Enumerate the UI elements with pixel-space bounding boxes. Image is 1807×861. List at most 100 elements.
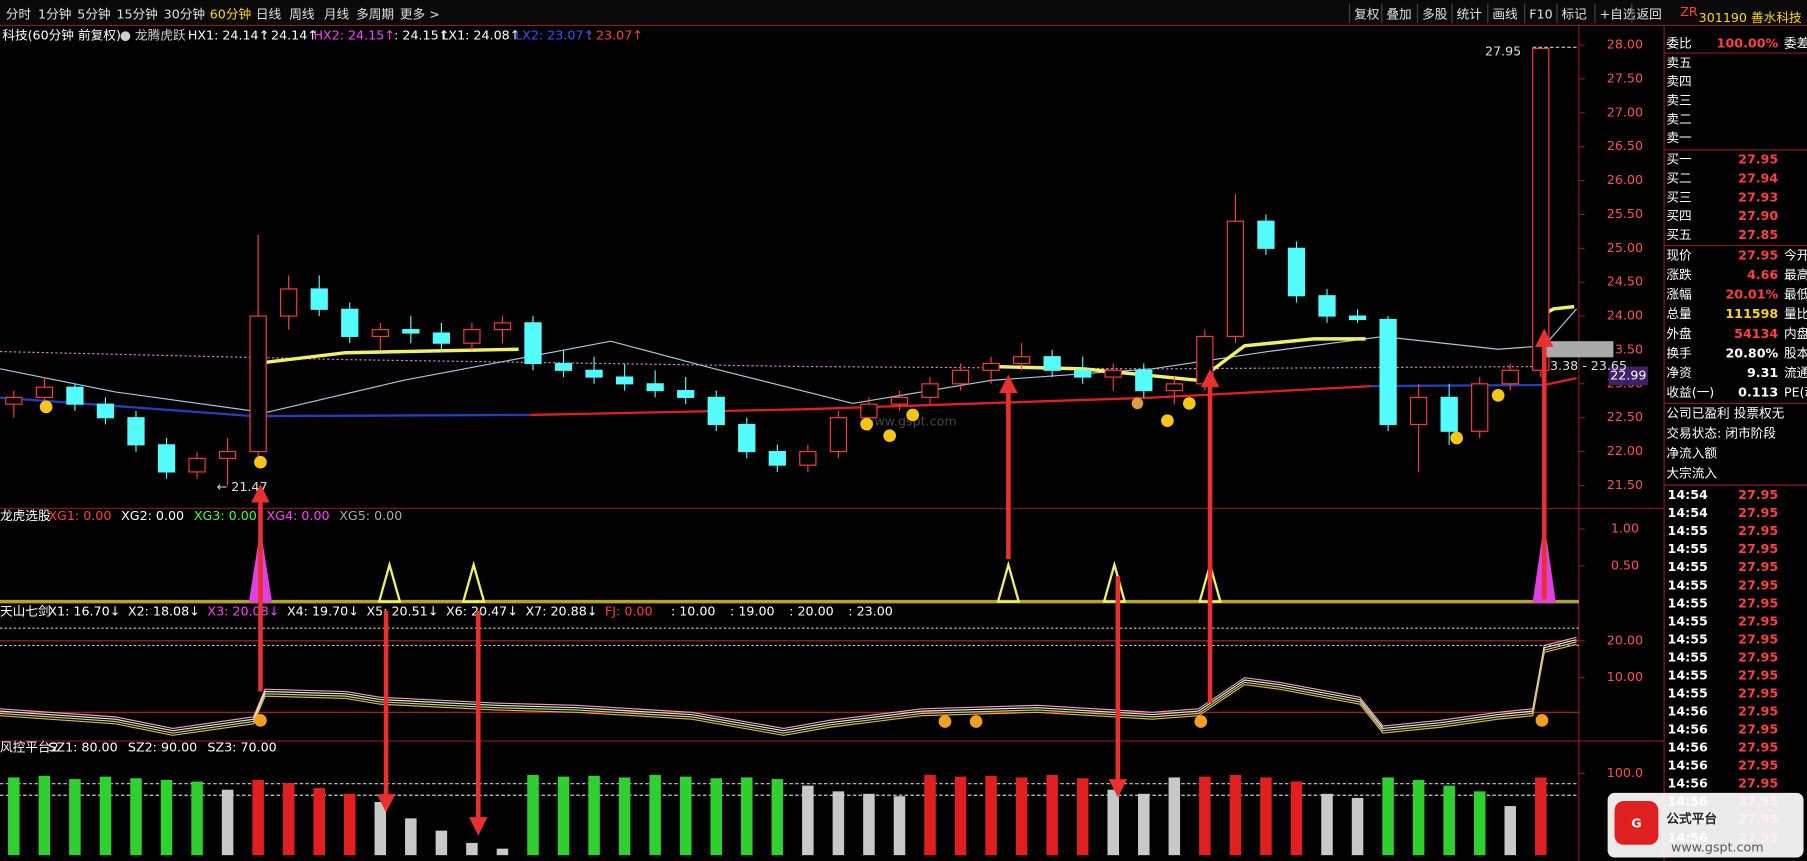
stat-label: 流通	[1784, 365, 1807, 380]
risk-bar	[1138, 793, 1150, 856]
candle-body	[585, 369, 603, 378]
indicator-label: HX1: 24.14↑	[188, 27, 269, 42]
panel-value: : 23.00	[848, 604, 893, 619]
candle-body	[982, 362, 1000, 371]
quote-note: 交易状态: 闭市阶段	[1666, 425, 1776, 440]
risk-bar	[1015, 777, 1028, 856]
tool-button[interactable]: 标记	[1562, 7, 1588, 22]
tool-button[interactable]: +自选	[1600, 7, 1636, 22]
trade-time: 14:55	[1668, 649, 1708, 664]
period-tab[interactable]: 月线	[324, 7, 350, 22]
candle-body	[127, 417, 145, 446]
trade-time: 14:55	[1668, 541, 1708, 556]
stat-label: 外盘	[1666, 326, 1692, 341]
candle-body	[1348, 315, 1367, 321]
indicator-line	[0, 636, 1577, 729]
period-tab[interactable]: 日线	[256, 7, 282, 22]
panel-value: : 10.00	[671, 604, 716, 619]
stat-label: 最低	[1784, 287, 1807, 302]
period-tab[interactable]: 1分钟	[38, 7, 71, 22]
candle-body	[218, 451, 237, 459]
candle-body	[554, 362, 573, 371]
signal-spike	[996, 560, 1021, 603]
period-tab[interactable]: 更多 >	[400, 7, 440, 22]
candle-body	[646, 383, 664, 392]
price-tick: 26.00	[1607, 172, 1643, 187]
period-tab[interactable]: 周线	[289, 7, 315, 22]
period-tab[interactable]: 分时	[6, 7, 32, 22]
ma-line	[1544, 376, 1577, 387]
tool-button[interactable]: 多股	[1422, 7, 1448, 22]
risk-bar	[802, 785, 814, 856]
bid-label: 买一	[1666, 152, 1692, 167]
tool-button[interactable]: 叠加	[1386, 7, 1411, 22]
trade-price: 27.95	[1738, 704, 1778, 719]
panel-tick: 10.00	[1607, 669, 1643, 684]
risk-bar	[8, 777, 20, 856]
indicator-label: LX1: 24.08↑	[441, 27, 520, 42]
candle-body	[1257, 220, 1275, 249]
indicator-label: : 24.14↑	[263, 27, 318, 42]
tool-button[interactable]: 返回	[1636, 7, 1661, 22]
trade-time: 14:55	[1668, 595, 1708, 610]
risk-bar	[405, 818, 417, 856]
candle-body	[1287, 247, 1306, 297]
stock-tag: ZR	[1680, 4, 1698, 19]
price-tick: 27.00	[1607, 104, 1643, 119]
signal-icon	[860, 417, 873, 431]
candle-body	[1532, 47, 1550, 371]
stat-label: 涨幅	[1666, 287, 1692, 302]
high-label: 27.95	[1485, 43, 1521, 58]
risk-bar	[496, 848, 509, 856]
indicator-label: : 24.15↑	[394, 27, 449, 42]
trade-time: 14:54	[1668, 505, 1708, 520]
trade-time: 14:55	[1668, 613, 1708, 628]
bid-price: 27.94	[1738, 171, 1778, 186]
signal-icon	[1535, 713, 1549, 727]
stat-label: 现价	[1666, 247, 1692, 262]
trade-price: 27.95	[1738, 595, 1778, 610]
trade-time: 14:55	[1668, 577, 1708, 592]
period-tab[interactable]: 多周期	[356, 7, 394, 22]
tool-button[interactable]: F10	[1529, 7, 1552, 22]
tool-button[interactable]: 复权	[1354, 7, 1380, 22]
period-tab[interactable]: 15分钟	[116, 7, 157, 22]
quote-note: 净流入额	[1666, 445, 1717, 460]
panel-tick: 100.0	[1607, 765, 1643, 780]
trade-price: 27.95	[1738, 758, 1778, 773]
candle-body	[463, 329, 481, 344]
risk-bar	[69, 779, 81, 856]
period-tab[interactable]: 30分钟	[164, 7, 205, 22]
risk-bar	[1504, 806, 1517, 856]
period-tab[interactable]: 5分钟	[77, 7, 110, 22]
candle-body	[738, 423, 756, 453]
signal-arrow-head	[251, 484, 270, 503]
risk-bar	[832, 791, 845, 856]
candle-body	[615, 376, 634, 385]
signal-icon	[938, 715, 952, 728]
signal-arrow-head	[376, 794, 396, 813]
stat-label: 换手	[1666, 345, 1692, 360]
candle-body	[921, 383, 939, 398]
trade-time: 14:56	[1668, 704, 1708, 719]
range-box	[1546, 341, 1614, 358]
risk-bar	[1290, 781, 1303, 856]
candle-body	[5, 396, 23, 405]
risk-bar	[343, 793, 356, 856]
signal-arrow-head	[1535, 328, 1554, 347]
trade-price: 27.95	[1738, 577, 1778, 592]
candle-body	[1226, 220, 1245, 337]
panel-value: X6: 20.47↓	[446, 604, 518, 619]
tool-button[interactable]: 画线	[1492, 7, 1518, 22]
trade-price: 27.95	[1738, 523, 1778, 538]
stat-label: 最高	[1784, 267, 1807, 282]
logo-icon	[1614, 801, 1659, 845]
trade-time: 14:56	[1668, 722, 1708, 737]
risk-bar	[466, 842, 478, 856]
panel-value: SZ1: 80.00	[48, 739, 117, 754]
period-tab[interactable]: 60分钟	[210, 7, 251, 22]
trade-price: 27.95	[1738, 776, 1778, 791]
bid-price: 27.93	[1738, 189, 1778, 204]
indicator-label: : 23.07↑	[588, 27, 643, 42]
tool-button[interactable]: 统计	[1457, 7, 1483, 22]
